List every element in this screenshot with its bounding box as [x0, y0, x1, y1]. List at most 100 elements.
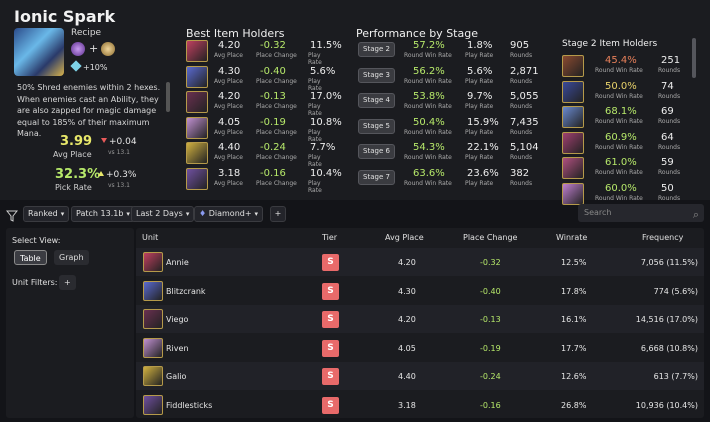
table-row[interactable]: Annie S 4.20 -0.32 12.5% 7,056 (11.5%): [136, 248, 704, 276]
frequency-cell: 7,056 (11.5%): [640, 258, 698, 267]
stage-win-rate: 50.4%: [413, 116, 445, 128]
place-change-cell: -0.19: [480, 343, 501, 353]
holder-place-change-label: Place Change: [256, 103, 297, 110]
stage2-scrollbar[interactable]: [692, 38, 696, 78]
table-row[interactable]: Viego S 4.20 -0.13 16.1% 14,516 (17.0%): [136, 305, 704, 334]
table-row[interactable]: Blitzcrank S 4.30 -0.40 17.8% 774 (5.6%): [136, 277, 704, 305]
stage-win-rate-label: Round Win Rate: [404, 77, 452, 85]
add-unit-filter-button[interactable]: +: [59, 275, 76, 290]
stage-rounds-label: Rounds: [510, 52, 533, 59]
stage2-unit-icon: [562, 80, 584, 103]
holder-play-rate: 10.8%: [310, 116, 342, 128]
stage-rounds: 905: [510, 40, 530, 51]
stage-win-rate-label: Round Win Rate: [404, 154, 452, 161]
stage-button[interactable]: Stage 4: [358, 93, 395, 108]
stage-button[interactable]: Stage 3: [358, 67, 395, 83]
stage2-rounds-label: Rounds: [658, 194, 681, 202]
item-overview-panel: Ionic Spark Recipe + +10% 50% Shred enem…: [0, 0, 710, 205]
component-2-icon[interactable]: [101, 42, 115, 56]
unit-name[interactable]: Fiddlesticks: [166, 401, 213, 410]
recipe-label: Recipe: [71, 28, 102, 38]
stage-row: Stage 6 54.3% Round Win Rate 22.1% Play Rate…: [358, 142, 540, 166]
holder-row[interactable]: 4.40 Avg Place -0.24 Place Change 7.7% Play R…: [186, 142, 336, 168]
unit-name[interactable]: Riven: [166, 343, 189, 353]
stage-button[interactable]: Stage 2: [358, 42, 395, 57]
unit-filters-label: Unit Filters:: [12, 278, 58, 287]
stage2-holder-row[interactable]: 45.4% Round Win Rate 251 Rounds: [562, 55, 692, 79]
tier-header[interactable]: Tier: [322, 233, 338, 242]
stage2-holder-row[interactable]: 68.1% Round Win Rate 69 Rounds: [562, 106, 692, 130]
search-input[interactable]: Search ⌕: [578, 204, 704, 222]
blitzcrank-icon: [186, 65, 208, 88]
ionic-spark-icon: [14, 28, 64, 76]
graph-view-button[interactable]: Graph: [54, 250, 89, 265]
unit-name[interactable]: Annie: [166, 258, 189, 267]
unit-name[interactable]: Viego: [166, 315, 189, 325]
unit-header[interactable]: Unit: [142, 233, 159, 242]
holder-place-change: -0.24: [260, 142, 286, 153]
rank-dropdown[interactable]: ♦ Diamond+ ▾: [194, 206, 264, 222]
stage-button[interactable]: Stage 6: [358, 144, 395, 159]
winrate-cell: 17.7%: [561, 343, 587, 353]
unit-name[interactable]: Galio: [166, 372, 187, 382]
down-arrow-icon: [101, 138, 107, 143]
holder-row[interactable]: 4.20 Avg Place -0.32 Place Change 11.5% Play …: [186, 40, 342, 66]
unit-name[interactable]: Blitzcrank: [166, 286, 206, 296]
winrate-header[interactable]: Winrate: [556, 233, 588, 242]
stage-row: Stage 5 50.4% Round Win Rate 15.9% Play Rate…: [358, 117, 540, 141]
component-1-icon[interactable]: [71, 42, 85, 56]
holder-row[interactable]: 4.20 Avg Place -0.13 Place Change 17.0% Play …: [186, 91, 342, 117]
stage2-win-rate: 50.0%: [605, 80, 637, 92]
stage-row: Stage 2 57.2% Round Win Rate 1.8% Play Rate 9…: [358, 40, 540, 64]
stage-win-rate-label: Round Win Rate: [404, 128, 452, 136]
holder-play-rate-label: Play Rate: [308, 128, 322, 143]
holder-row[interactable]: 4.05 Avg Place -0.19 Place Change 10.8% Play …: [186, 116, 342, 143]
stage2-holder-row[interactable]: 50.0% Round Win Rate 74 Rounds: [562, 80, 692, 105]
avg-place-value: 3.99: [60, 134, 93, 149]
plus-icon: +: [89, 42, 99, 55]
stage-button[interactable]: Stage 7: [358, 169, 395, 185]
stage-rounds: 2,871: [510, 65, 539, 77]
stage-play-rate-label: Play Rate: [465, 103, 494, 110]
stage2-rounds: 59: [661, 157, 674, 168]
holder-avg-place: 3.18: [218, 167, 241, 179]
stage-play-rate: 15.9%: [467, 116, 499, 128]
select-view-label: Select View:: [12, 236, 61, 245]
stage-button[interactable]: Stage 5: [358, 118, 395, 134]
avg-place-cell: 4.05: [398, 343, 416, 353]
holder-row[interactable]: 3.18 Avg Place -0.16 Place Change 10.4% Play …: [186, 167, 342, 194]
place-change-header[interactable]: Place Change: [463, 233, 518, 242]
up-arrow-icon: [98, 171, 104, 176]
table-row[interactable]: Fiddlesticks S 3.18 -0.16 26.8% 10,936 (10.4%…: [136, 391, 704, 419]
fiddlesticks-icon: [186, 167, 208, 190]
avg-place-header[interactable]: Avg Place: [385, 233, 424, 242]
stage2-win-rate-label: Round Win Rate: [595, 67, 643, 74]
queue-dropdown[interactable]: Ranked ▾: [23, 206, 70, 222]
frequency-header[interactable]: Frequency: [642, 233, 684, 242]
stage-win-rate: 53.8%: [413, 91, 445, 102]
stage-play-rate-label: Play Rate: [465, 52, 494, 59]
table-view-button[interactable]: Table: [14, 250, 47, 265]
add-filter-button[interactable]: +: [270, 206, 286, 222]
stage-play-rate: 1.8%: [467, 40, 493, 51]
stage-rounds-label: Rounds: [510, 154, 533, 161]
holder-place-change: -0.40: [260, 65, 286, 77]
holder-row[interactable]: 4.30 Avg Place -0.40 Place Change 5.6% Play R…: [186, 65, 336, 92]
table-row[interactable]: Galio S 4.40 -0.24 12.6% 613 (7.7%): [136, 362, 704, 391]
stage2-holder-row[interactable]: 60.9% Round Win Rate 64 Rounds: [562, 131, 692, 156]
stage2-holder-row[interactable]: 60.0% Round Win Rate 50 Rounds: [562, 182, 692, 207]
table-row[interactable]: Riven S 4.05 -0.19 17.7% 6,668 (10.8%): [136, 334, 704, 362]
description-scrollbar[interactable]: [166, 82, 170, 112]
stage2-holder-row[interactable]: 61.0% Round Win Rate 59 Rounds: [562, 157, 692, 181]
filter-icon[interactable]: [5, 207, 19, 222]
frequency-cell: 10,936 (10.4%): [635, 401, 698, 410]
patch-dropdown[interactable]: Patch 13.1b ▾: [71, 206, 135, 222]
stage2-rounds-label: Rounds: [658, 169, 681, 176]
stage-play-rate: 23.6%: [467, 167, 499, 179]
stage2-win-rate: 45.4%: [605, 55, 637, 66]
avg-place-label: Avg Place: [53, 150, 92, 159]
period-dropdown[interactable]: Last 2 Days ▾: [131, 206, 195, 222]
avg-place-cell: 4.30: [398, 286, 416, 296]
holder-avg-place-label: Avg Place: [214, 128, 243, 136]
stage-win-rate: 63.6%: [413, 167, 445, 179]
